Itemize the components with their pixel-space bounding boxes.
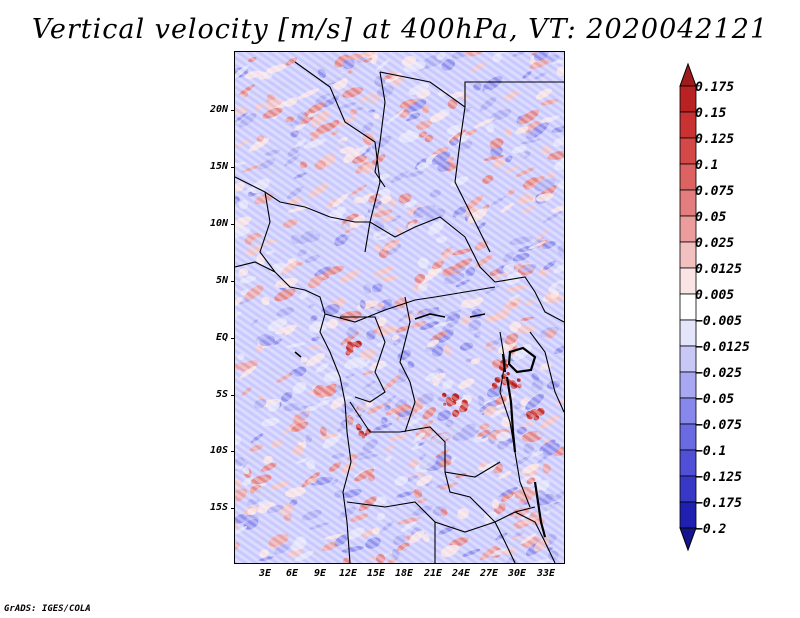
colorbar-label: −0.05: [695, 392, 735, 407]
colorbar-label: 0.075: [695, 184, 735, 199]
colorbar-label: 0.025: [695, 236, 735, 251]
border-south-1: [346, 501, 536, 533]
border-congo-2: [399, 296, 416, 433]
lon-label-12e: 12E: [338, 568, 358, 579]
lat-tick: [231, 395, 235, 396]
lon-label-24e: 24E: [451, 568, 471, 579]
colorbar-swatch: [679, 293, 697, 321]
lat-label-10s: 10S: [209, 445, 228, 456]
border-east-2: [499, 331, 531, 508]
lat-label-eq: EQ: [215, 332, 228, 343]
country-borders: [235, 61, 564, 563]
colorbar-swatch: [679, 501, 697, 529]
colorbar-label: 0.125: [695, 132, 735, 147]
lake-malawi: [533, 481, 547, 538]
border-central-1: [369, 216, 496, 283]
lon-label-30e: 30E: [507, 568, 527, 579]
lat-label-5s: 5S: [215, 389, 228, 400]
colorbar-label: 0.005: [695, 288, 735, 303]
footer-credit: GrADS: IGES/COLA: [4, 604, 91, 614]
lon-label-27e: 27E: [479, 568, 499, 579]
border-south-3: [494, 521, 516, 563]
colorbar-swatch: [679, 267, 697, 295]
colorbar-label: −0.1: [695, 444, 727, 459]
colorbar-label: 0.15: [695, 106, 727, 121]
border-east-3: [529, 331, 564, 413]
colorbar-label: −0.0125: [695, 340, 750, 355]
colorbar-swatch: [679, 423, 697, 451]
colorbar-swatch: [679, 85, 697, 113]
lon-label-21e: 21E: [423, 568, 443, 579]
colorbar: [679, 62, 697, 552]
colorbar-swatch: [679, 475, 697, 503]
border-south-5: [444, 471, 496, 523]
border-congo-1: [340, 316, 386, 403]
colorbar-label: −0.025: [695, 366, 742, 381]
lat-tick: [231, 224, 235, 225]
colorbar-bottom-triangle: [679, 527, 697, 552]
colorbar-swatch: [679, 449, 697, 477]
colorbar-label: −0.075: [695, 418, 742, 433]
river-markings: [294, 313, 486, 358]
lon-label-18e: 18E: [394, 568, 414, 579]
colorbar-top-triangle: [679, 62, 697, 87]
colorbar-swatch: [679, 397, 697, 425]
lat-label-5n: 5N: [215, 275, 228, 286]
colorbar-swatch: [679, 345, 697, 373]
colorbar-swatch: [679, 241, 697, 269]
border-sahara-2: [374, 71, 386, 188]
lat-tick: [231, 338, 235, 339]
border-central-2: [324, 286, 496, 323]
lat-tick: [231, 508, 235, 509]
colorbar-swatch: [679, 163, 697, 191]
lat-tick: [231, 451, 235, 452]
field-texture: [235, 52, 564, 563]
colorbar-swatch: [679, 137, 697, 165]
colorbar-label: −0.175: [695, 496, 742, 511]
colorbar-label: 0.05: [695, 210, 727, 225]
colorbar-swatch: [679, 189, 697, 217]
lat-label-10n: 10N: [209, 218, 228, 229]
border-south-4: [514, 511, 556, 563]
lon-label-9e: 9E: [313, 568, 327, 579]
map-plot-area: [234, 51, 565, 564]
colorbar-swatch: [679, 111, 697, 139]
colorbar-swatch: [679, 215, 697, 243]
colorbar-swatch: [679, 371, 697, 399]
lat-label-15n: 15N: [209, 161, 228, 172]
lon-label-6e: 6E: [285, 568, 299, 579]
lake-kivu: [501, 353, 507, 373]
lat-label-20n: 20N: [209, 104, 228, 115]
lakes: [501, 346, 547, 538]
lat-tick: [231, 110, 235, 111]
lat-tick: [231, 167, 235, 168]
coastline-west: [235, 261, 352, 563]
lon-label-15e: 15E: [366, 568, 386, 579]
colorbar-swatch: [679, 319, 697, 347]
lat-label-15s: 15S: [209, 502, 228, 513]
border-sahara-3: [379, 71, 491, 253]
colorbar-label: −0.005: [695, 314, 742, 329]
colorbar-label: −0.2: [695, 522, 727, 537]
border-east-1: [464, 81, 564, 107]
border-west-2: [259, 191, 276, 273]
lat-tick: [231, 281, 235, 282]
colorbar-label: 0.1: [695, 158, 719, 173]
border-central-3: [494, 276, 564, 323]
map-svg: [235, 52, 564, 563]
lon-label-3e: 3E: [258, 568, 272, 579]
lake-victoria: [507, 346, 537, 374]
colorbar-label: 0.175: [695, 80, 735, 95]
colorbar-label: −0.125: [695, 470, 742, 485]
lake-tanganyika: [505, 376, 517, 453]
chart-title: Vertical velocity [m/s] at 400hPa, VT: 2…: [31, 14, 769, 45]
colorbar-label: 0.0125: [695, 262, 742, 277]
lon-label-33e: 33E: [536, 568, 556, 579]
border-congo-3: [349, 401, 501, 478]
